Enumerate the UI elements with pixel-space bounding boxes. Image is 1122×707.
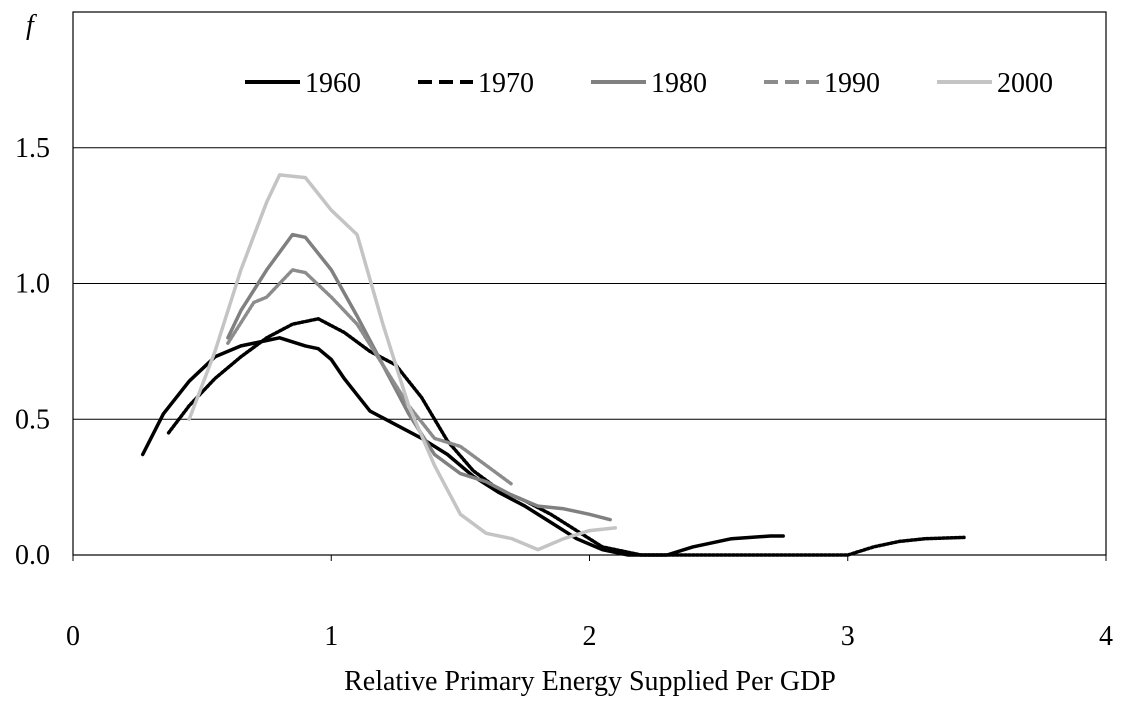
x-tick-label: 2 — [583, 621, 597, 652]
series-line — [166, 317, 966, 557]
legend-label: 1970 — [478, 68, 534, 99]
legend-label: 1990 — [824, 68, 880, 99]
x-tick-label: 4 — [1099, 621, 1113, 652]
plot-frame — [72, 11, 1107, 556]
legend-label: 1980 — [651, 68, 707, 99]
series-line — [226, 268, 514, 487]
y-axis-label: f — [26, 10, 37, 41]
x-tick-label: 1 — [324, 621, 338, 652]
y-tick-label: 0.5 — [15, 404, 50, 435]
series-line — [187, 173, 618, 552]
legend-label: 2000 — [997, 68, 1053, 99]
y-tick-label: 1.5 — [15, 133, 50, 164]
x-tick-label: 3 — [841, 621, 855, 652]
x-axis-label: Relative Primary Energy Supplied Per GDP — [344, 666, 836, 697]
y-tick-label: 1.0 — [15, 269, 50, 300]
series-line — [226, 232, 612, 522]
x-tick-label: 0 — [66, 621, 80, 652]
legend-label: 1960 — [305, 68, 361, 99]
y-tick-label: 0.0 — [15, 540, 50, 571]
